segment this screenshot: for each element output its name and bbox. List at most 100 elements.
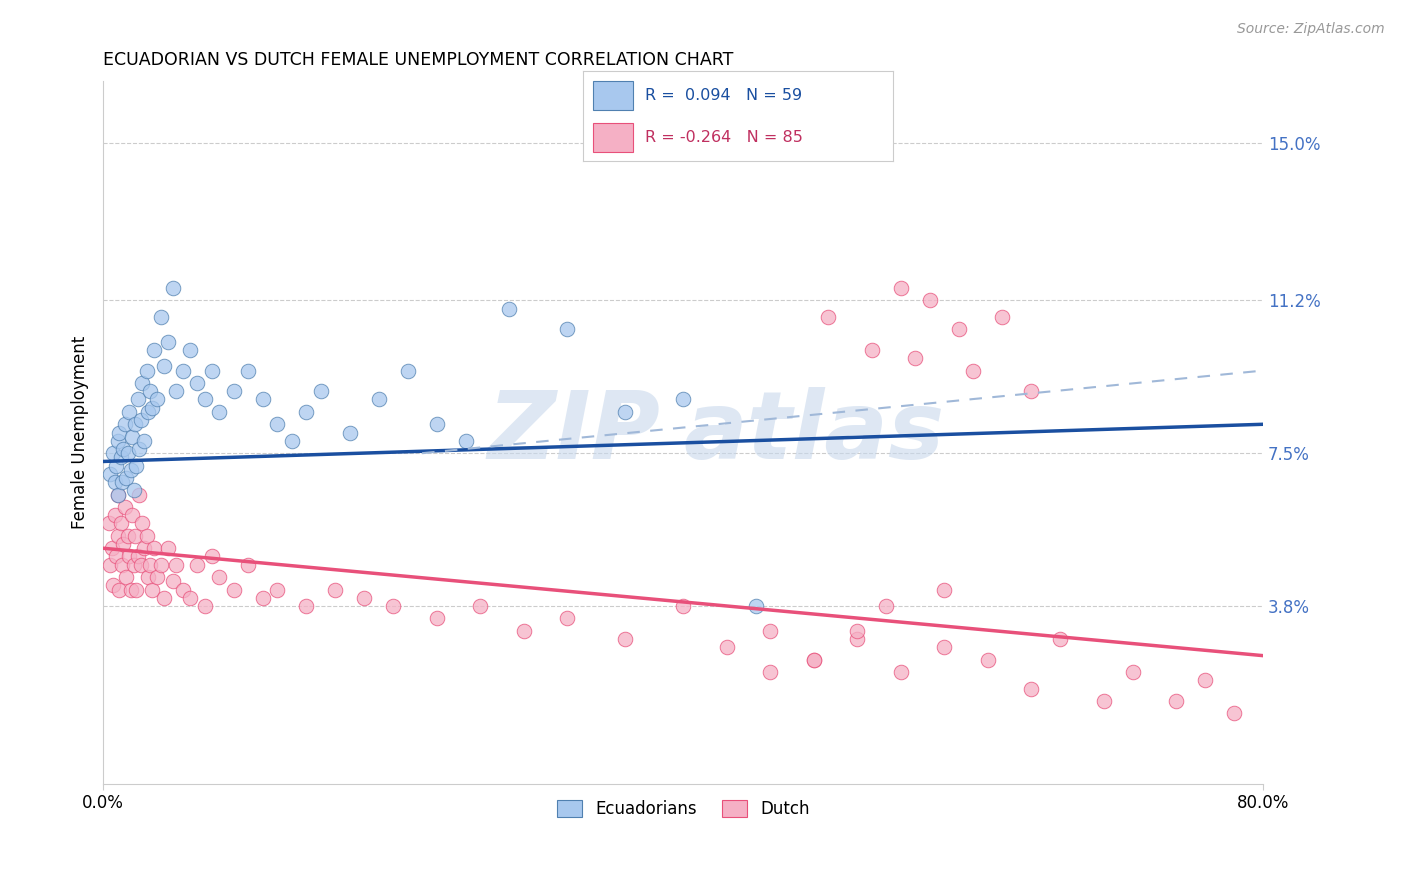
Point — [222, 582, 245, 597]
Point — [105, 549, 128, 564]
Point — [111, 558, 134, 572]
Point — [150, 558, 173, 572]
Point — [132, 541, 155, 556]
Point — [1092, 694, 1115, 708]
Point — [108, 582, 131, 597]
Text: ZIP: ZIP — [486, 386, 659, 478]
Point — [672, 392, 695, 407]
Point — [110, 450, 132, 465]
Point — [1049, 632, 1071, 647]
Point — [105, 458, 128, 473]
Point — [904, 351, 927, 366]
Point — [179, 591, 201, 605]
Point — [127, 549, 149, 564]
Point — [104, 508, 127, 523]
Point — [129, 413, 152, 427]
Point — [129, 558, 152, 572]
Point — [103, 446, 125, 460]
Point — [672, 599, 695, 613]
Point — [120, 582, 142, 597]
Point — [339, 425, 361, 440]
Point — [295, 405, 318, 419]
Point — [111, 475, 134, 489]
Point — [104, 475, 127, 489]
Point — [115, 471, 138, 485]
Point — [1223, 706, 1246, 721]
Point — [991, 310, 1014, 324]
Point — [122, 558, 145, 572]
Point — [846, 624, 869, 638]
Point — [252, 392, 274, 407]
Point — [120, 463, 142, 477]
Point — [1122, 665, 1144, 680]
Point — [890, 665, 912, 680]
Point — [157, 541, 180, 556]
Point — [890, 281, 912, 295]
Point — [426, 611, 449, 625]
Point — [153, 359, 176, 374]
Point — [172, 582, 194, 597]
Point — [97, 516, 120, 531]
Point — [266, 582, 288, 597]
Point — [125, 458, 148, 473]
Point — [353, 591, 375, 605]
Point — [131, 516, 153, 531]
Point — [153, 591, 176, 605]
Point — [135, 363, 157, 377]
Text: ECUADORIAN VS DUTCH FEMALE UNEMPLOYMENT CORRELATION CHART: ECUADORIAN VS DUTCH FEMALE UNEMPLOYMENT … — [103, 51, 734, 69]
Point — [1019, 681, 1042, 696]
Point — [295, 599, 318, 613]
Point — [236, 558, 259, 572]
Point — [962, 363, 984, 377]
Point — [135, 529, 157, 543]
Legend: Ecuadorians, Dutch: Ecuadorians, Dutch — [550, 793, 815, 824]
Point — [131, 376, 153, 390]
Point — [117, 446, 139, 460]
Bar — [593, 81, 633, 110]
Point — [108, 425, 131, 440]
Point — [555, 322, 578, 336]
Point — [468, 599, 491, 613]
Point — [157, 334, 180, 349]
Point — [141, 401, 163, 415]
Point — [117, 529, 139, 543]
Point — [138, 558, 160, 572]
Point — [100, 558, 122, 572]
Point — [1164, 694, 1187, 708]
Point — [114, 417, 136, 432]
Point — [201, 363, 224, 377]
Point — [323, 582, 346, 597]
Point — [759, 665, 782, 680]
Point — [142, 343, 165, 357]
Point — [112, 537, 135, 551]
Point — [744, 599, 766, 613]
Point — [498, 301, 520, 316]
Point — [186, 558, 208, 572]
Text: R =  0.094   N = 59: R = 0.094 N = 59 — [645, 88, 803, 103]
Point — [875, 599, 897, 613]
Point — [309, 384, 332, 399]
Point — [146, 392, 169, 407]
Point — [976, 653, 998, 667]
Point — [382, 599, 405, 613]
Point — [716, 640, 738, 655]
Point — [107, 487, 129, 501]
Point — [759, 624, 782, 638]
Point — [114, 500, 136, 514]
Text: Source: ZipAtlas.com: Source: ZipAtlas.com — [1237, 22, 1385, 37]
Point — [512, 624, 534, 638]
Point — [194, 392, 217, 407]
Point — [208, 570, 231, 584]
Point — [222, 384, 245, 399]
Point — [110, 516, 132, 531]
Point — [555, 611, 578, 625]
Point — [107, 434, 129, 448]
Point — [201, 549, 224, 564]
Point — [803, 653, 825, 667]
Point — [121, 508, 143, 523]
Point — [266, 417, 288, 432]
Point — [162, 281, 184, 295]
Text: R = -0.264   N = 85: R = -0.264 N = 85 — [645, 130, 803, 145]
Point — [146, 570, 169, 584]
Point — [138, 384, 160, 399]
